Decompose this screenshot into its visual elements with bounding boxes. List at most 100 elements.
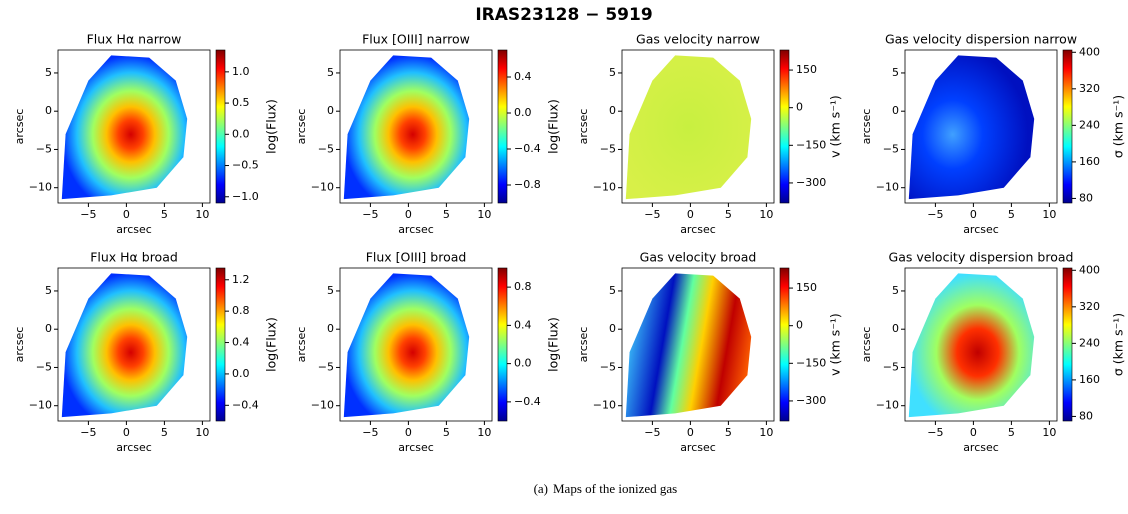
x-tick-label: 5 [1008,426,1015,439]
colorbar [779,267,790,422]
colorbar-tick-label: 0.0 [232,367,250,380]
colorbar-tick-label: 0.8 [514,280,532,293]
y-tick-label: 5 [327,66,334,79]
colorbar-tick-label: −0.8 [514,178,541,191]
y-tick-label: −10 [876,181,899,194]
colorbar-label: log(Flux) [546,317,561,372]
y-tick-label: −10 [311,181,334,194]
colorbar-tick-label: 0.0 [232,127,250,140]
y-tick-label: −5 [600,142,616,155]
x-tick-label: 0 [970,208,977,221]
y-tick-label: −10 [593,181,616,194]
x-tick-label: −5 [644,426,660,439]
map-image [343,55,470,200]
map-image [908,55,1035,200]
x-tick-label: 5 [443,426,450,439]
y-tick-label: −5 [36,142,52,155]
colorbar-tick-label: 0.5 [232,96,250,109]
x-axis-label: arcsec [116,223,152,236]
colorbar-label: v (km s⁻¹) [828,313,843,376]
colorbar-tick-label: 1.0 [232,65,250,78]
x-tick-label: 10 [195,208,209,221]
y-tick-label: 0 [892,322,899,335]
x-tick-label: 0 [405,426,412,439]
y-tick-label: 5 [609,66,616,79]
map-image [625,55,752,200]
map-image [61,273,188,418]
colorbar [1062,267,1073,422]
colorbar-tick-label: −0.5 [232,159,259,172]
y-tick-label: −10 [29,399,52,412]
colorbar [215,49,226,204]
map-image [908,273,1035,418]
y-axis-label: arcsec [13,327,26,363]
colorbar-tick-label: 240 [1079,336,1100,349]
colorbar-tick-label: −150 [796,356,826,369]
x-axis-label: arcsec [398,441,434,454]
panel-title: Gas velocity broad [640,250,757,265]
colorbar-tick-label: 0.4 [232,336,250,349]
panel-title: Flux Hα broad [90,250,178,265]
x-tick-label: −5 [362,426,378,439]
panel-title: Gas velocity dispersion broad [889,250,1074,265]
colorbar-tick-label: −0.4 [514,395,541,408]
y-tick-label: −10 [593,399,616,412]
x-tick-label: 10 [759,208,773,221]
colorbar-tick-label: 80 [1079,191,1093,204]
colorbar-tick-label: 320 [1079,82,1100,95]
colorbar-label: log(Flux) [264,317,279,372]
colorbar-tick-label: 0.4 [514,318,532,331]
x-axis-label: arcsec [963,441,999,454]
x-tick-label: 0 [123,208,130,221]
y-tick-label: 0 [609,104,616,117]
colorbar [497,267,508,422]
colorbar-label: σ (km s⁻¹) [1111,313,1126,376]
colorbar-label: v (km s⁻¹) [828,95,843,158]
y-tick-label: −5 [883,360,899,373]
colorbar-tick-label: 400 [1079,45,1100,58]
caption: Maps of the ionized gas [553,481,677,496]
x-tick-label: 10 [759,426,773,439]
axes-frame [339,49,493,204]
y-axis-label: arcsec [13,109,26,145]
colorbar-tick-label: 0.0 [514,106,532,119]
x-tick-label: 5 [1008,208,1015,221]
y-tick-label: 0 [892,104,899,117]
y-tick-label: −10 [311,399,334,412]
colorbar-label: log(Flux) [546,99,561,154]
colorbar-tick-label: 80 [1079,409,1093,422]
panel-title: Gas velocity narrow [636,32,760,47]
axes-frame [57,49,211,204]
y-tick-label: −5 [36,360,52,373]
y-tick-label: 0 [327,104,334,117]
x-tick-label: 10 [477,426,491,439]
colorbar-tick-label: −300 [796,394,826,407]
y-tick-label: 5 [45,284,52,297]
x-tick-label: −5 [362,208,378,221]
y-tick-label: 0 [45,322,52,335]
colorbar-tick-label: 0 [796,101,803,114]
x-tick-label: 10 [1042,426,1056,439]
x-axis-label: arcsec [116,441,152,454]
x-axis-label: arcsec [963,223,999,236]
figure-title: IRAS23128 − 5919 [475,5,652,25]
y-tick-label: −5 [318,142,334,155]
colorbar-tick-label: 240 [1079,118,1100,131]
y-tick-label: 5 [327,284,334,297]
colorbar-tick-label: 0.0 [514,357,532,370]
x-tick-label: −5 [644,208,660,221]
x-tick-label: 0 [970,426,977,439]
y-tick-label: −5 [318,360,334,373]
x-tick-label: 0 [687,208,694,221]
x-tick-label: −5 [80,208,96,221]
x-tick-label: 0 [687,426,694,439]
colorbar [497,49,508,204]
x-tick-label: 0 [405,208,412,221]
x-tick-label: −5 [927,426,943,439]
panel-title: Gas velocity dispersion narrow [885,32,1077,47]
x-tick-label: 5 [161,208,168,221]
y-tick-label: 5 [45,66,52,79]
x-axis-label: arcsec [680,441,716,454]
colorbar [215,267,226,422]
map-image [343,273,470,418]
